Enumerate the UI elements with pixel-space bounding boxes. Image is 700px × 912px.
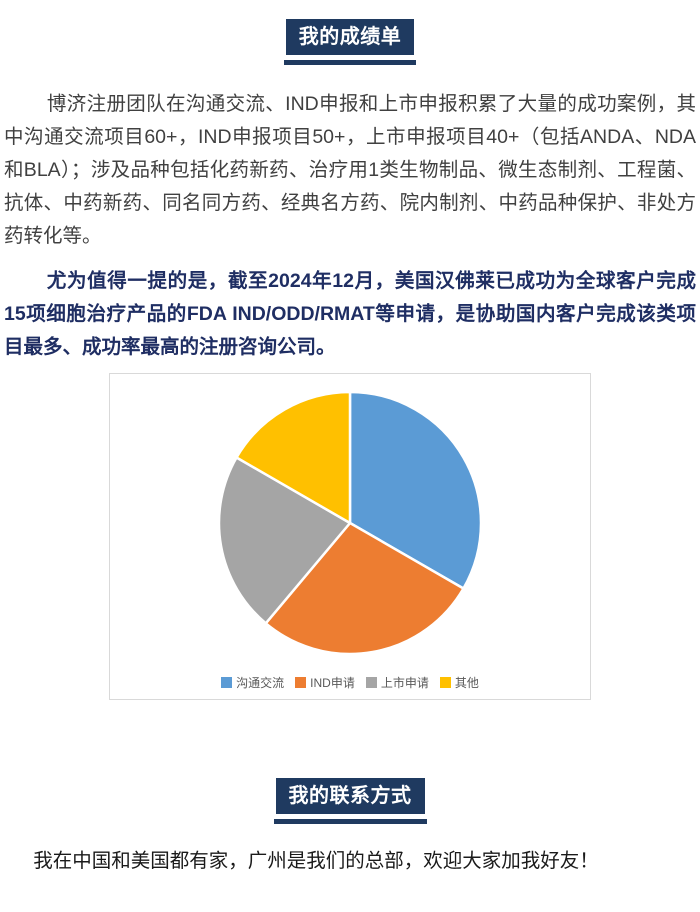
- legend-swatch: [365, 677, 377, 688]
- legend-label: 其他: [454, 676, 479, 690]
- legend-label: IND申请: [310, 676, 355, 690]
- pie-chart-container: 沟通交流 IND申请 上市申请 其他: [109, 373, 591, 700]
- legend-label: 沟通交流: [236, 676, 285, 690]
- contact-paragraph: 我在中国和美国都有家，广州是我们的总部，欢迎大家加我好友！: [33, 850, 599, 872]
- section-header-contact: 我的联系方式: [0, 778, 700, 824]
- pie-slice-3: [235, 390, 352, 525]
- highlight-paragraph: 尤为值得一提的是，截至2024年12月，美国汉佛莱已成功为全球客户完成15项细胞…: [4, 270, 696, 358]
- contact-badge-underline: [273, 819, 427, 824]
- pie-chart: [217, 390, 483, 656]
- chart-legend: 沟通交流 IND申请 上市申请 其他: [221, 674, 479, 691]
- legend-item: IND申请: [295, 674, 355, 691]
- report-card-badge-underline: [283, 60, 417, 65]
- contact-badge: 我的联系方式: [275, 778, 425, 814]
- legend-swatch: [439, 677, 451, 688]
- legend-item: 沟通交流: [221, 674, 284, 691]
- pie-slice-2: [217, 456, 352, 625]
- legend-swatch: [295, 677, 307, 688]
- section-header-report-card: 我的成绩单: [0, 19, 700, 65]
- report-card-badge-block: 我的成绩单: [283, 19, 417, 65]
- report-card-badge: 我的成绩单: [285, 19, 415, 55]
- legend-item: 其他: [439, 674, 479, 691]
- contact-badge-block: 我的联系方式: [273, 778, 427, 824]
- pie-slice-0: [348, 390, 483, 590]
- legend-swatch: [221, 677, 233, 688]
- pie-slice-1: [264, 521, 465, 656]
- article-page: { "report_card_section": { "badge_label"…: [0, 19, 700, 912]
- legend-label: 上市申请: [380, 676, 429, 690]
- legend-item: 上市申请: [365, 674, 429, 691]
- intro-paragraph: 博济注册团队在沟通交流、IND申报和上市申报积累了大量的成功案例，其中沟通交流项…: [4, 93, 696, 247]
